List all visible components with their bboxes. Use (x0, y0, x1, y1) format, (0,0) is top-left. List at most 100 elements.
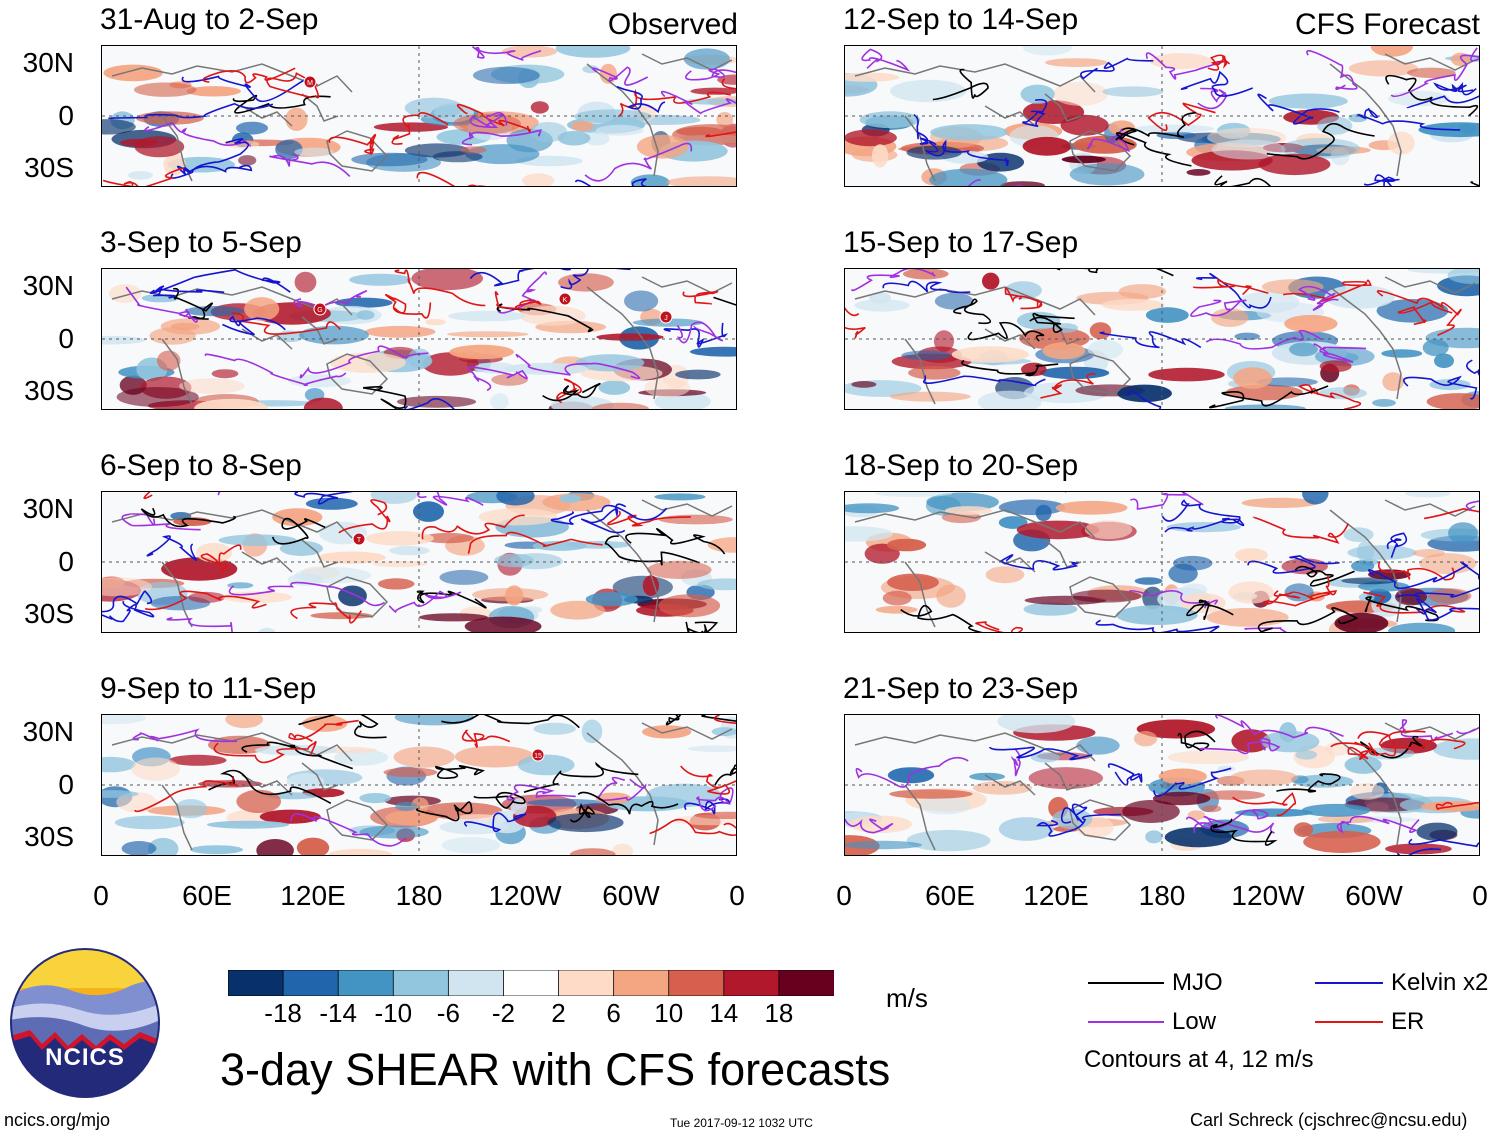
wave-contour (1282, 279, 1372, 303)
wave-contour (923, 375, 1046, 387)
shear-region (918, 796, 972, 815)
shear-region (1122, 800, 1180, 823)
shear-region (998, 817, 1055, 841)
wave-contour (1415, 597, 1479, 621)
shear-region (351, 152, 428, 167)
units-label: m/s (886, 983, 928, 1013)
shear-region (1071, 589, 1142, 603)
shear-region (334, 749, 389, 766)
shear-region (496, 492, 535, 506)
shear-region (258, 627, 275, 632)
wave-contour (441, 715, 580, 729)
shear-region (654, 493, 706, 501)
lon-label: 60W (1345, 880, 1403, 911)
storm-marker: M (303, 75, 317, 89)
shear-region (1341, 577, 1398, 585)
wave-contour (1126, 390, 1162, 409)
shear-region (666, 176, 736, 186)
shear-region (349, 273, 412, 286)
wave-contour (550, 504, 668, 525)
coastline (1329, 286, 1402, 400)
shear-region (997, 715, 1076, 734)
coastline (1329, 732, 1402, 846)
wave-contour (660, 90, 736, 115)
shear-region (1302, 492, 1329, 505)
storm-marker: G (313, 302, 327, 316)
shear-region (1434, 353, 1454, 369)
shear-region (396, 395, 477, 408)
shear-region (279, 540, 323, 556)
shear-region (1228, 581, 1274, 604)
coastline (241, 774, 293, 796)
shear-region (1235, 548, 1268, 563)
shear-region (887, 767, 935, 784)
shear-region (533, 722, 576, 735)
figure-title: 3-day SHEAR with CFS forecasts (220, 1044, 891, 1095)
shear-region (1045, 58, 1108, 67)
storm-marker: K (558, 292, 572, 306)
coastline (301, 539, 339, 568)
wave-contour (845, 817, 894, 834)
wave-contour (1252, 516, 1350, 544)
credit: Carl Schreck (cjschrec@ncsu.edu) (1190, 1110, 1468, 1130)
storm-marker: 15 (531, 748, 545, 762)
wave-contour (581, 503, 627, 534)
shear-region (1023, 46, 1072, 56)
wave-contour (1087, 128, 1130, 153)
colorbar-swatch (282, 970, 340, 996)
shear-region (1407, 67, 1456, 78)
shear-region (224, 140, 260, 149)
wave-contour (213, 740, 317, 764)
colorbar-swatch (503, 970, 560, 996)
colorbar-swatch (723, 970, 780, 996)
shear-region (547, 813, 624, 833)
shear-region (305, 497, 358, 510)
wave-contour (592, 66, 649, 86)
shear-region (854, 299, 910, 312)
shear-region (1167, 750, 1249, 765)
wave-contour (542, 382, 601, 402)
shear-region (1020, 84, 1055, 104)
coastline (641, 53, 733, 71)
shear-region (393, 746, 455, 768)
wave-contour (293, 289, 368, 309)
storm-marker: J (659, 310, 673, 324)
shear-region (1030, 752, 1060, 763)
wave-contour (696, 787, 734, 812)
shear-region (389, 545, 430, 556)
storm-marker-letter: 15 (534, 753, 542, 760)
wave-contour (473, 791, 526, 809)
shear-region (186, 86, 241, 97)
shear-region (612, 843, 633, 855)
wave-contour (616, 85, 666, 114)
shear-region (1356, 541, 1374, 563)
lat-label: 0 (58, 546, 74, 577)
wave-contour (882, 280, 971, 294)
shear-region (1381, 349, 1423, 358)
wave-contour (1336, 815, 1420, 834)
coastline (854, 732, 1096, 762)
coastline (854, 63, 1096, 93)
shear-region (472, 588, 549, 602)
wave-contour (1357, 731, 1466, 750)
shear-region (372, 560, 428, 568)
shear-region (1284, 314, 1338, 333)
shear-region (449, 344, 514, 360)
shear-region (1350, 783, 1385, 800)
coastline (111, 63, 353, 93)
shear-region (328, 848, 392, 855)
colorbar-swatch (337, 970, 395, 996)
wave-contour (604, 535, 700, 566)
shear-region (557, 130, 591, 146)
lat-label: 0 (58, 100, 74, 131)
wave-contour (1297, 285, 1339, 312)
wave-contour (271, 517, 326, 545)
coastline (1044, 93, 1082, 122)
wave-contour (574, 178, 648, 186)
wave-contour (685, 621, 719, 632)
wave-contour (388, 590, 462, 614)
wave-contour (102, 167, 184, 186)
shear-region (411, 797, 429, 814)
shear-region (1268, 93, 1348, 109)
shear-region (168, 754, 227, 766)
